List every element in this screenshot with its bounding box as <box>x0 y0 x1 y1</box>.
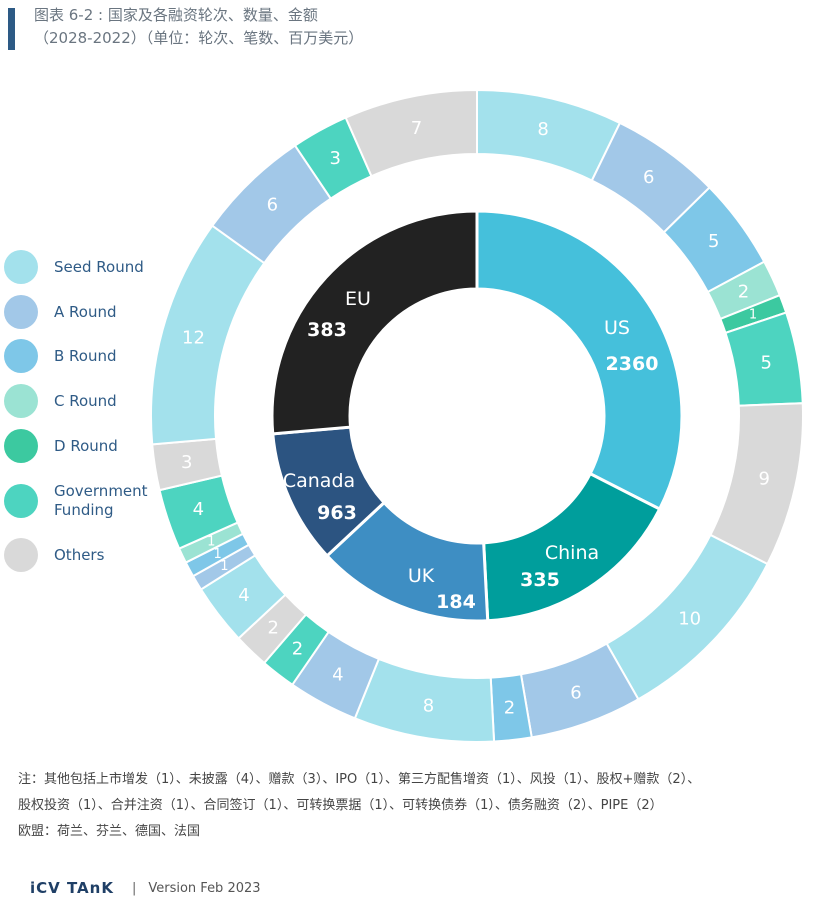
outer-label-us-others: 9 <box>758 469 769 490</box>
inner-segment-us <box>475 209 684 512</box>
inner-name-china: China <box>545 542 599 564</box>
outer-label-us-c-round: 2 <box>738 281 749 302</box>
outer-label-uk-seed-round: 8 <box>423 695 434 716</box>
outer-label-china-a-round: 6 <box>570 682 581 703</box>
chart-title-line-2: （2028-2022）（单位：轮次、笔数、百万美元） <box>34 29 364 47</box>
outer-label-china-b-round: 2 <box>504 698 515 719</box>
title-accent-bar <box>8 8 15 50</box>
outer-label-us-b-round: 5 <box>708 231 719 252</box>
legend-swatch-government-funding <box>4 484 38 518</box>
inner-value-china: 335 <box>520 569 560 591</box>
outer-label-eu-others: 7 <box>411 118 422 139</box>
legend-label-others: Others <box>54 545 105 564</box>
footnote: 注：其他包括上市增发（1）、未披露（4）、赠款（3）、IPO（1）、第三方配售增… <box>18 767 818 845</box>
legend-swatch-seed-round <box>4 250 38 284</box>
outer-label-us-d-round: 1 <box>749 307 757 322</box>
footer-separator: | <box>131 880 137 896</box>
outer-segment-us-others <box>709 402 804 566</box>
inner-segment-eu <box>270 209 479 436</box>
legend-swatch-a-round <box>4 295 38 329</box>
legend-swatch-c-round <box>4 384 38 418</box>
inner-name-canada: Canada <box>283 470 355 492</box>
legend-label-a-round: A Round <box>54 302 117 321</box>
outer-label-uk-others: 2 <box>268 617 279 638</box>
legend-swatch-b-round <box>4 339 38 373</box>
outer-label-canada-c-round: 1 <box>207 534 215 549</box>
outer-label-us-government-funding: 5 <box>760 353 771 374</box>
chart-title-line-1: 图表 6-2 : 国家及各融资轮次、数量、金额 <box>34 6 318 24</box>
legend-item-others: Others <box>4 538 164 572</box>
inner-value-eu: 383 <box>307 319 347 341</box>
chart-title: 图表 6-2 : 国家及各融资轮次、数量、金额 （2028-2022）（单位：轮… <box>34 4 363 50</box>
footnote-line-1: 注：其他包括上市增发（1）、未披露（4）、赠款（3）、IPO（1）、第三方配售增… <box>18 772 701 787</box>
inner-name-eu: EU <box>345 288 371 310</box>
brand-logo: iCV TAnK <box>30 879 114 897</box>
legend-label-c-round: C Round <box>54 391 117 410</box>
inner-name-us: US <box>604 317 630 339</box>
legend-item-seed-round: Seed Round <box>4 250 164 284</box>
outer-label-canada-a-round: 1 <box>220 559 228 574</box>
outer-label-canada-b-round: 1 <box>213 547 221 562</box>
legend-swatch-others <box>4 538 38 572</box>
footer: iCV TAnK | Version Feb 2023 <box>30 879 261 897</box>
legend-label-d-round: D Round <box>54 436 118 455</box>
outer-label-us-a-round: 6 <box>643 167 654 188</box>
legend-item-d-round: D Round <box>4 429 164 463</box>
inner-name-uk: UK <box>408 565 435 587</box>
legend-label-seed-round: Seed Round <box>54 257 144 276</box>
outer-label-us-seed-round: 8 <box>537 119 548 140</box>
outer-segment-eu-others <box>344 88 478 178</box>
outer-segment-eu-seed-round <box>150 224 266 446</box>
footnote-line-2: 股权投资（1）、合并注资（1）、合同签订（1）、可转换票据（1）、可转换债券（1… <box>18 798 663 813</box>
legend-swatch-d-round <box>4 429 38 463</box>
outer-label-uk-government-funding: 2 <box>292 638 303 659</box>
footnote-line-3: 欧盟：荷兰、芬兰、德国、法国 <box>18 824 201 839</box>
legend-label-government-funding: Government Funding <box>54 482 148 519</box>
outer-label-uk-a-round: 4 <box>332 664 343 685</box>
inner-value-us: 2360 <box>606 353 659 375</box>
outer-label-china-seed-round: 10 <box>678 608 701 629</box>
version-label: Version Feb 2023 <box>148 880 261 896</box>
outer-label-eu-seed-round: 12 <box>182 328 205 349</box>
inner-value-canada: 963 <box>317 502 357 524</box>
outer-label-eu-a-round: 6 <box>267 194 278 215</box>
outer-label-canada-others: 3 <box>181 452 192 473</box>
legend-item-c-round: C Round <box>4 384 164 418</box>
inner-value-uk: 184 <box>436 591 476 613</box>
legend-item-b-round: B Round <box>4 339 164 373</box>
legend-item-government-funding: Government Funding <box>4 482 164 520</box>
outer-label-eu-government-funding: 3 <box>329 148 340 169</box>
outer-label-canada-government-funding: 4 <box>193 499 204 520</box>
legend-label-b-round: B Round <box>54 346 117 365</box>
outer-label-canada-seed-round: 4 <box>238 585 249 606</box>
legend-item-a-round: A Round <box>4 295 164 329</box>
